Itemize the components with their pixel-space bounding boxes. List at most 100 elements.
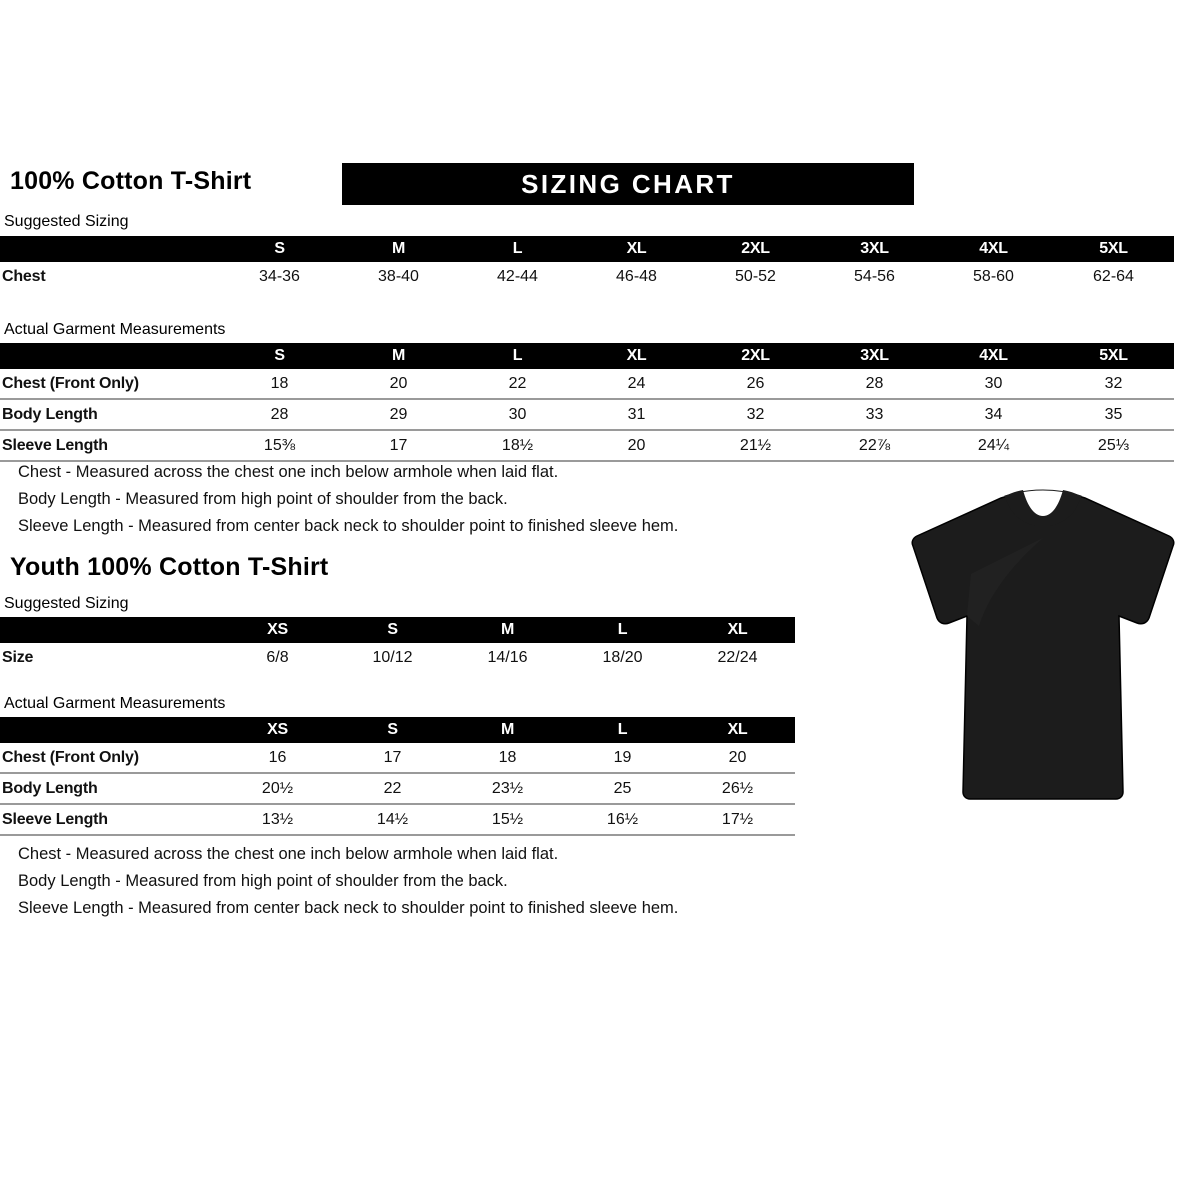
column-header-blank xyxy=(0,617,220,643)
measurement-cell: 6/8 xyxy=(266,648,289,666)
row-label: Sleeve Length xyxy=(0,429,220,462)
measurement-cell: 15½ xyxy=(450,803,565,836)
measurement-cell: 17½ xyxy=(680,803,795,836)
measurement-cell: 16 xyxy=(268,748,287,766)
column-header-m: M xyxy=(500,721,515,738)
measurement-cell: 20 xyxy=(577,429,696,462)
note-line: Chest - Measured across the chest one in… xyxy=(18,845,559,863)
adult-suggested-sizing-table: S M L XL 2XL 3XL 4XL 5XL Chest 34-36 38-40 42-44 46… xyxy=(0,236,1174,291)
measurement-cell: 14½ xyxy=(335,803,450,836)
column-header-m: M xyxy=(500,621,515,638)
measurement-cell: 33 xyxy=(815,398,934,430)
measurement-cell: 13½ xyxy=(220,803,335,836)
column-header-m: M xyxy=(391,347,406,364)
table-body: Chest 34-36 38-40 42-44 46-48 50-52 54-56 58-60… xyxy=(0,262,1174,291)
table-row: Chest (Front Only) 16 17 18 19 20 xyxy=(0,743,795,773)
t-shirt-icon xyxy=(911,489,1175,800)
column-header-s: S xyxy=(274,240,285,257)
table-row: Body Length 28 29 30 31 32 33 34 35 xyxy=(0,398,1174,430)
measurement-cell: 18 xyxy=(498,748,517,766)
sizing-chart-banner-label: SIZING CHART xyxy=(521,168,735,199)
measurement-cell: 20½ xyxy=(220,772,335,804)
measurement-cell: 42-44 xyxy=(497,267,538,285)
measurement-cell: 20 xyxy=(728,748,747,766)
column-header-l: L xyxy=(512,240,523,257)
column-header-xl: XL xyxy=(727,721,748,738)
youth-suggested-sizing-label: Suggested Sizing xyxy=(4,595,129,612)
note-line: Sleeve Length - Measured from center bac… xyxy=(18,517,679,535)
measurement-cell: 28 xyxy=(865,374,884,392)
measurement-cell: 16½ xyxy=(565,803,680,836)
page-title: 100% Cotton T-Shirt xyxy=(10,167,252,195)
measurement-cell: 25⅓ xyxy=(1053,429,1174,462)
column-header-l: L xyxy=(617,621,628,638)
measurement-cell: 23½ xyxy=(450,772,565,804)
table-header-row: XS S M L XL xyxy=(0,717,795,743)
column-header-s: S xyxy=(387,621,398,638)
youth-section-title: Youth 100% Cotton T-Shirt xyxy=(10,553,329,581)
table-row: Sleeve Length 13½ 14½ 15½ 16½ 17½ xyxy=(0,803,795,836)
measurement-cell: 18 xyxy=(270,374,289,392)
measurement-cell: 24 xyxy=(627,374,646,392)
measurement-cell: 34-36 xyxy=(259,267,300,285)
column-header-3xl: 3XL xyxy=(860,240,889,257)
measurement-cell: 22/24 xyxy=(717,648,758,666)
measurement-cell: 20 xyxy=(389,374,408,392)
measurement-cell: 24¼ xyxy=(934,429,1053,462)
measurement-cell: 22⅞ xyxy=(815,429,934,462)
measurement-cell: 32 xyxy=(696,398,815,430)
measurement-cell: 35 xyxy=(1053,398,1174,430)
column-header-2xl: 2XL xyxy=(741,347,770,364)
measurement-cell: 26½ xyxy=(680,772,795,804)
measurement-cell: 31 xyxy=(577,398,696,430)
table-row: Size 6/8 10/12 14/16 18/20 22/24 xyxy=(0,643,795,672)
measurement-cell: 30 xyxy=(984,374,1003,392)
column-header-2xl: 2XL xyxy=(741,240,770,257)
t-shirt-illustration xyxy=(893,478,1193,808)
row-label: Body Length xyxy=(0,772,220,804)
table-body: Size 6/8 10/12 14/16 18/20 22/24 xyxy=(0,643,795,672)
note-line: Sleeve Length - Measured from center bac… xyxy=(18,899,679,917)
measurement-cell: 34 xyxy=(934,398,1053,430)
adult-measurement-notes: Chest - Measured across the chest one in… xyxy=(18,459,678,540)
measurement-cell: 54-56 xyxy=(854,267,895,285)
measurement-cell: 17 xyxy=(383,748,402,766)
column-header-xs: XS xyxy=(267,621,288,638)
measurement-cell: 32 xyxy=(1104,374,1123,392)
table-row: Sleeve Length 15⅜ 17 18½ 20 21½ 22⅞ 24¼ 25⅓ xyxy=(0,429,1174,462)
note-line: Chest - Measured across the chest one in… xyxy=(18,463,559,481)
measurement-cell: 18½ xyxy=(458,429,577,462)
measurement-cell: 10/12 xyxy=(372,648,413,666)
column-header-4xl: 4XL xyxy=(979,347,1008,364)
column-header-xl: XL xyxy=(626,240,647,257)
column-header-l: L xyxy=(617,721,628,738)
measurement-cell: 46-48 xyxy=(616,267,657,285)
measurement-cell: 62-64 xyxy=(1093,267,1134,285)
measurement-cell: 29 xyxy=(339,398,458,430)
row-label: Chest (Front Only) xyxy=(2,374,139,392)
row-label: Body Length xyxy=(0,398,220,430)
measurement-cell: 19 xyxy=(613,748,632,766)
measurement-cell: 25 xyxy=(565,772,680,804)
column-header-xl: XL xyxy=(727,621,748,638)
measurement-cell: 15⅜ xyxy=(220,429,339,462)
column-header-5xl: 5XL xyxy=(1099,240,1128,257)
column-header-3xl: 3XL xyxy=(860,347,889,364)
youth-actual-measurements-table: XS S M L XL Chest (Front Only) 16 17 18 19 20 Body… xyxy=(0,717,795,836)
measurement-cell: 21½ xyxy=(696,429,815,462)
measurement-cell: 18/20 xyxy=(602,648,643,666)
adult-actual-measurements-table: S M L XL 2XL 3XL 4XL 5XL Chest (Front Only) 18 20… xyxy=(0,343,1174,462)
column-header-xs: XS xyxy=(267,721,288,738)
table-header-row: S M L XL 2XL 3XL 4XL 5XL xyxy=(0,236,1174,262)
column-header-5xl: 5XL xyxy=(1099,347,1128,364)
measurement-cell: 50-52 xyxy=(735,267,776,285)
measurement-cell: 22 xyxy=(508,374,527,392)
row-label: Chest (Front Only) xyxy=(2,748,139,766)
table-body: Chest (Front Only) 16 17 18 19 20 Body Length 2… xyxy=(0,743,795,836)
measurement-cell: 58-60 xyxy=(973,267,1014,285)
youth-suggested-sizing-table: XS S M L XL Size 6/8 10/12 14/16 18/20 22/24 xyxy=(0,617,795,672)
table-row: Chest (Front Only) 18 20 22 24 26 28 30 32 xyxy=(0,369,1174,399)
table-header-row: S M L XL 2XL 3XL 4XL 5XL xyxy=(0,343,1174,369)
column-header-blank xyxy=(0,343,220,369)
adult-suggested-sizing-label: Suggested Sizing xyxy=(4,213,129,230)
